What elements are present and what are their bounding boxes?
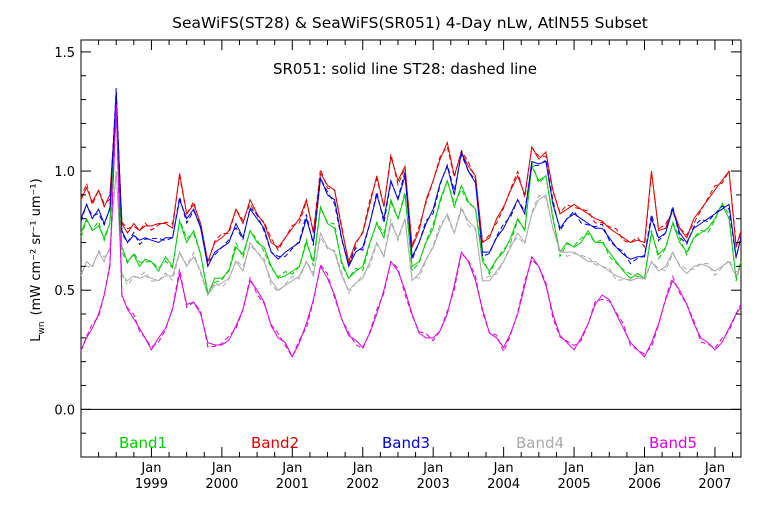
y-axis-label-sub: wn: [37, 321, 47, 334]
legend-label-band1: Band1: [119, 434, 167, 452]
x-tick-year-label: 2004: [487, 477, 520, 492]
series-solid-band5: [80, 104, 742, 359]
y-tick-label: 1.5: [54, 46, 75, 61]
legend: Band1 Band2 Band3 Band4 Band5: [119, 434, 697, 452]
x-tick-month-label: Jan: [211, 461, 232, 476]
x-tick-year-label: 2002: [346, 477, 379, 492]
y-tick-label: 0.5: [54, 284, 75, 299]
y-tick-label: 0.0: [54, 403, 75, 418]
legend-label-band4: Band4: [516, 434, 564, 452]
x-tick-month-label: Jan: [563, 461, 584, 476]
legend-label-band5: Band5: [649, 434, 697, 452]
series-solid-band4: [80, 171, 742, 297]
y-tick-label: 1.0: [54, 165, 75, 180]
x-tick-month-label: Jan: [493, 461, 514, 476]
x-tick-year-label: 2000: [205, 477, 238, 492]
legend-label-band2: Band2: [251, 434, 299, 452]
series-solid-band1: [80, 111, 742, 297]
x-tick-year-label: 2001: [276, 477, 309, 492]
x-tick-month-label: Jan: [281, 461, 302, 476]
series-solid-band2: [80, 99, 742, 264]
chart-title: SeaWiFS(ST28) & SeaWiFS(SR051) 4-Day nLw…: [172, 14, 648, 32]
x-tick-month-label: Jan: [633, 461, 654, 476]
series-solid-band3: [80, 92, 742, 268]
y-axis: 0.0 0.5 1.0 1.5: [54, 46, 741, 458]
series-dashed-band1: [80, 108, 742, 294]
plot-frame: [80, 39, 742, 458]
y-axis-label-main: L: [29, 334, 44, 342]
x-tick-year-label: 2007: [698, 477, 731, 492]
x-tick-month-label: Jan: [140, 461, 161, 476]
x-tick-year-label: 2006: [628, 477, 661, 492]
legend-label-band3: Band3: [382, 434, 430, 452]
series-layer: [80, 88, 742, 359]
x-tick-month-label: Jan: [422, 461, 443, 476]
x-tick-year-label: 2005: [558, 477, 591, 492]
series-dashed-band5: [80, 108, 742, 358]
x-tick-month-label: Jan: [352, 461, 373, 476]
x-tick-month-label: Jan: [704, 461, 725, 476]
x-tick-year-label: 2003: [417, 477, 450, 492]
x-tick-year-label: 1999: [135, 477, 168, 492]
y-axis-label-units: (mW cm⁻² sr⁻¹ um⁻¹): [29, 178, 44, 315]
series-dashed-band3: [80, 88, 742, 267]
chart-subtitle: SR051: solid line ST28: dashed line: [273, 60, 537, 78]
x-axis: Jan1999Jan2000Jan2001Jan2002Jan2003Jan20…: [80, 40, 734, 492]
y-axis-label: Lwn (mW cm⁻² sr⁻¹ um⁻¹): [29, 178, 47, 341]
